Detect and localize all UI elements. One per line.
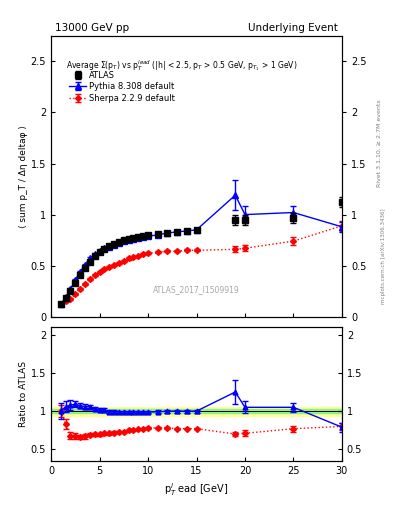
- Text: Average $\Sigma$(p$_T$) vs p$_T^{lead}$ (|h| < 2.5, p$_T$ > 0.5 GeV, p$_{T_1}$ >: Average $\Sigma$(p$_T$) vs p$_T^{lead}$ …: [66, 58, 297, 73]
- Text: 13000 GeV pp: 13000 GeV pp: [55, 23, 129, 33]
- Legend: ATLAS, Pythia 8.308 default, Sherpa 2.2.9 default: ATLAS, Pythia 8.308 default, Sherpa 2.2.…: [67, 68, 178, 105]
- Text: ATLAS_2017_I1509919: ATLAS_2017_I1509919: [153, 285, 240, 294]
- Text: mcplots.cern.ch [arXiv:1306.3436]: mcplots.cern.ch [arXiv:1306.3436]: [381, 208, 386, 304]
- X-axis label: p$_T^l$ ead [GeV]: p$_T^l$ ead [GeV]: [164, 481, 229, 498]
- Text: Underlying Event: Underlying Event: [248, 23, 338, 33]
- Y-axis label: ⟨ sum p_T / Δη deltaφ ⟩: ⟨ sum p_T / Δη deltaφ ⟩: [19, 125, 28, 228]
- Y-axis label: Ratio to ATLAS: Ratio to ATLAS: [19, 361, 28, 427]
- Text: Rivet 3.1.10, ≥ 2.7M events: Rivet 3.1.10, ≥ 2.7M events: [377, 99, 382, 187]
